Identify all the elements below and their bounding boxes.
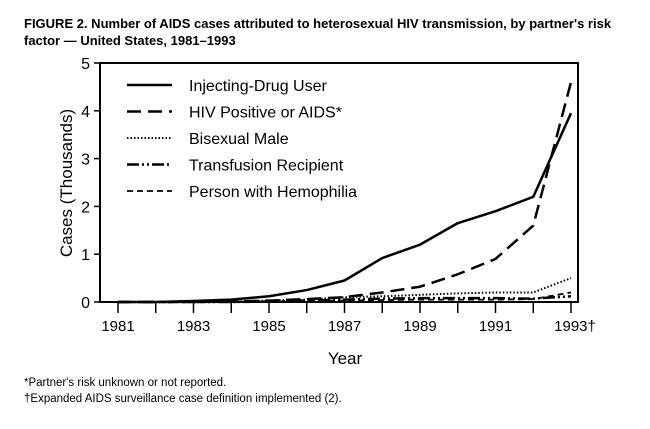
series-line-4: [118, 291, 572, 303]
x-tick-label: 1991: [479, 318, 512, 335]
x-tick-label: 1987: [328, 318, 361, 335]
y-axis-label: Cases (Thousands): [57, 109, 76, 257]
plot-frame: [99, 62, 579, 303]
legend-label-2: Bisexual Male: [189, 131, 289, 148]
y-tick-label: 0: [81, 295, 90, 312]
footnote-2: †Expanded AIDS surveillance case definit…: [24, 393, 342, 405]
series-line-0: [118, 112, 573, 304]
legend-label-4: Person with Hemophilia: [189, 184, 357, 201]
legend-label-1: HIV Positive or AIDS*: [189, 105, 342, 122]
y-tick-label: 5: [81, 56, 90, 73]
figure-title: FIGURE 2. Number of AIDS cases attribute…: [24, 16, 612, 48]
x-tick-label: 1983: [177, 318, 210, 335]
legend-label-3: Transfusion Recipient: [189, 158, 344, 175]
y-tick-label: 3: [81, 152, 90, 169]
y-tick-label: 4: [81, 104, 90, 121]
x-axis-label: Year: [328, 349, 363, 368]
footnote-1: *Partner's risk unknown or not reported.: [24, 377, 227, 389]
legend-label-0: Injecting-Drug User: [189, 78, 328, 95]
y-tick-label: 2: [81, 199, 90, 216]
y-tick-label: 1: [81, 247, 90, 264]
x-tick-label: 1993†: [554, 318, 596, 335]
x-tick-label: 1989: [403, 318, 436, 335]
x-tick-label: 1981: [101, 318, 134, 335]
x-tick-label: 1985: [252, 318, 285, 335]
